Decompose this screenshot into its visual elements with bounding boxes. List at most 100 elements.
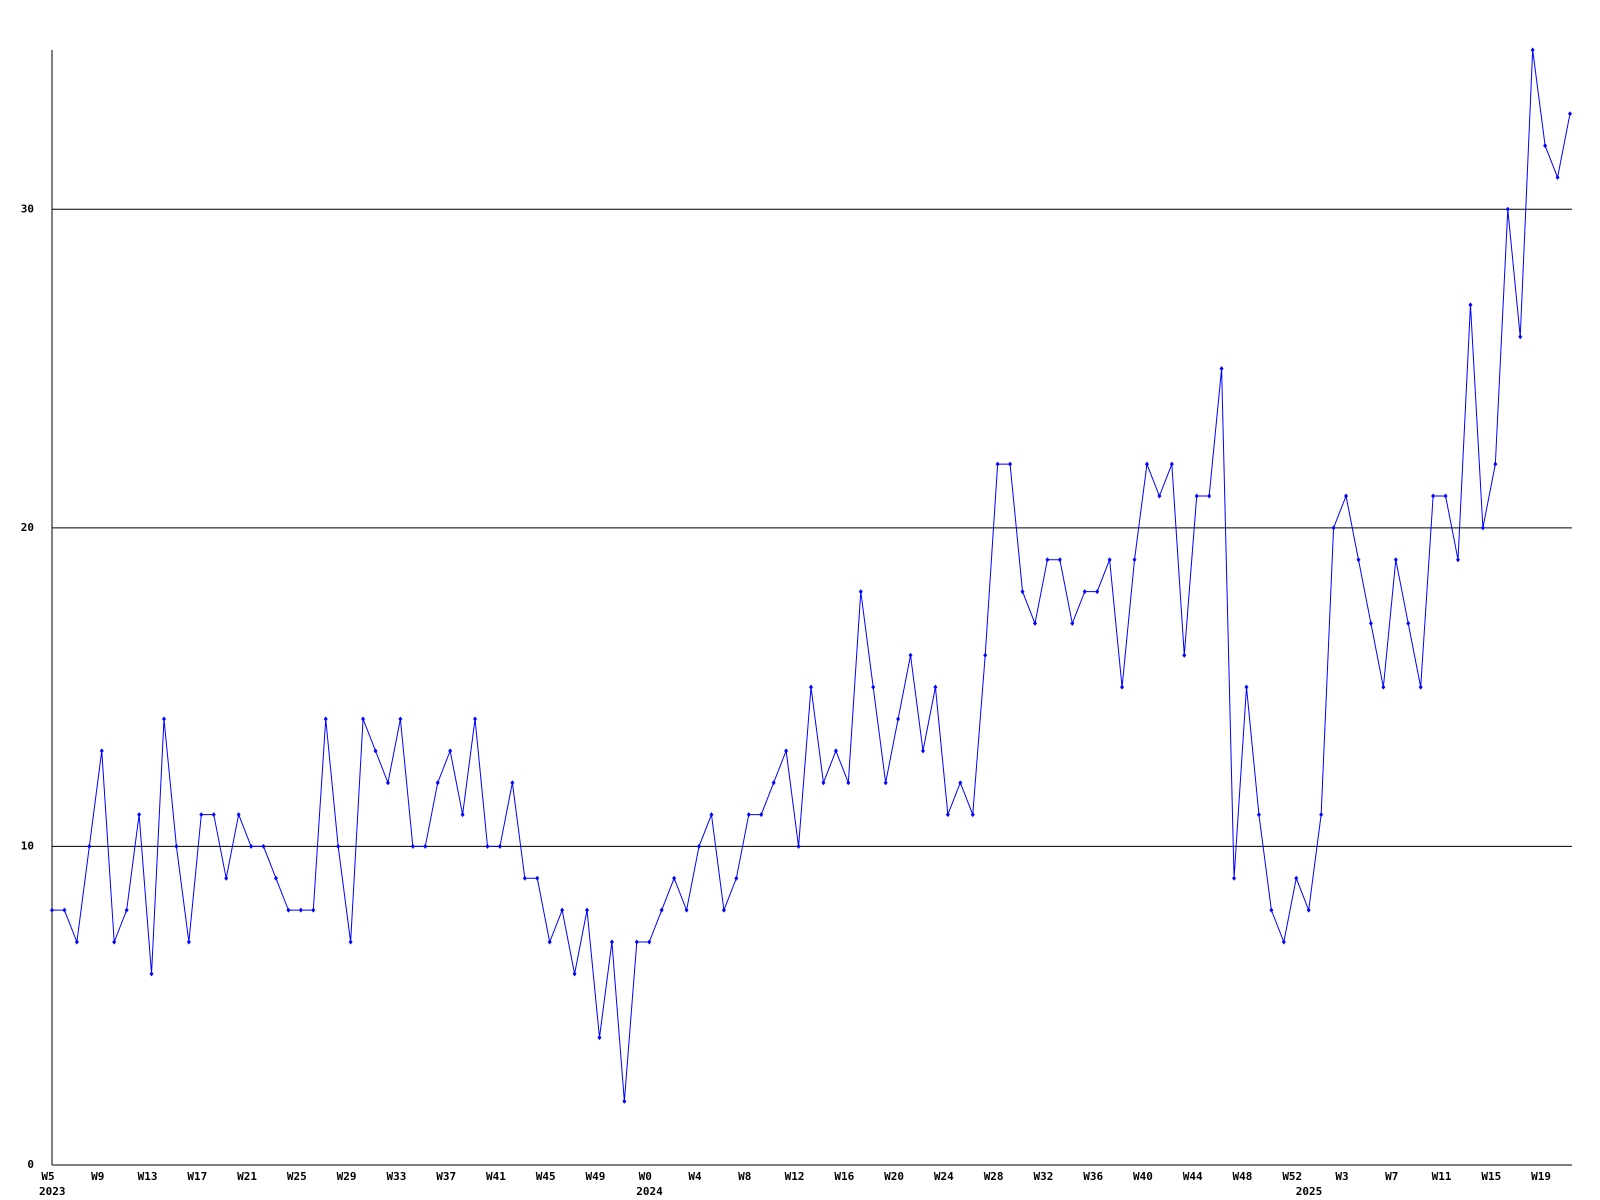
data-point [74, 939, 79, 945]
data-point [1431, 493, 1436, 499]
data-point [709, 812, 714, 818]
x-tick-label: W29 [337, 1170, 357, 1183]
data-point [1008, 461, 1013, 467]
data-point [186, 939, 191, 945]
x-tick-label: W8 [738, 1170, 751, 1183]
data-point [1480, 525, 1485, 531]
y-tick-label: 10 [21, 839, 34, 852]
x-tick-label: W41 [486, 1170, 506, 1183]
data-point [336, 843, 341, 849]
data-point [298, 907, 303, 913]
data-point [473, 716, 478, 722]
data-point [784, 748, 789, 754]
data-point [385, 780, 390, 786]
data-point [199, 812, 204, 818]
data-point [1443, 493, 1448, 499]
data-point [547, 939, 552, 945]
data-point [211, 812, 216, 818]
x-tick-label: W12 [785, 1170, 805, 1183]
data-point [1568, 111, 1572, 117]
x-tick-label: W5 [41, 1170, 54, 1183]
data-point [1306, 907, 1311, 913]
data-point [821, 780, 826, 786]
data-point [1157, 493, 1162, 499]
data-point [1020, 589, 1025, 595]
data-point [647, 939, 652, 945]
data-point [323, 716, 328, 722]
data-point [945, 812, 950, 818]
data-point [460, 812, 465, 818]
data-point [1493, 461, 1498, 467]
data-point [410, 843, 415, 849]
data-point [485, 843, 490, 849]
data-point [1144, 461, 1149, 467]
data-point [672, 875, 677, 881]
x-tick-label: W19 [1531, 1170, 1551, 1183]
year-label: 2024 [636, 1185, 663, 1198]
y-tick-label: 0 [27, 1158, 34, 1171]
x-tick-label: W45 [536, 1170, 556, 1183]
data-point [896, 716, 901, 722]
data-point [622, 1098, 627, 1104]
data-point [423, 843, 428, 849]
data-point [273, 875, 278, 881]
data-point [734, 875, 739, 881]
data-point [510, 780, 515, 786]
data-point [1468, 302, 1473, 308]
x-tick-label: W32 [1033, 1170, 1053, 1183]
data-point [1418, 684, 1423, 690]
data-point [1132, 557, 1137, 563]
data-point [1530, 47, 1535, 53]
data-point [1344, 493, 1349, 499]
data-point [560, 907, 565, 913]
data-point [1381, 684, 1386, 690]
data-point [1356, 557, 1361, 563]
data-point [1269, 907, 1274, 913]
x-tick-label: W7 [1385, 1170, 1398, 1183]
data-point [1182, 652, 1187, 658]
x-tick-label: W20 [884, 1170, 904, 1183]
data-point [1406, 620, 1411, 626]
data-point [1555, 174, 1560, 180]
y-tick-label: 30 [21, 202, 34, 215]
data-point [933, 684, 938, 690]
data-point [361, 716, 366, 722]
data-point [99, 748, 104, 754]
data-point [1319, 812, 1324, 818]
data-point [809, 684, 813, 690]
data-point [448, 748, 453, 754]
data-point [1518, 334, 1523, 340]
data-point [1393, 557, 1398, 563]
x-tick-label: W36 [1083, 1170, 1103, 1183]
data-point [286, 907, 291, 913]
x-tick-label: W49 [586, 1170, 606, 1183]
data-line [52, 49, 1571, 1102]
data-point [1219, 366, 1224, 372]
data-point [1543, 143, 1548, 149]
data-point [1057, 557, 1062, 563]
data-point [497, 843, 502, 849]
data-point [958, 780, 963, 786]
data-point [224, 875, 229, 881]
data-point [684, 907, 689, 913]
data-point [311, 907, 316, 913]
data-point [249, 843, 254, 849]
x-tick-label: W44 [1183, 1170, 1203, 1183]
data-point [796, 843, 801, 849]
data-point [174, 843, 179, 849]
data-point [62, 907, 67, 913]
y-tick-label: 20 [21, 521, 34, 534]
x-tick-label: W25 [287, 1170, 307, 1183]
x-tick-label: W24 [934, 1170, 954, 1183]
year-label: 2025 [1296, 1185, 1323, 1198]
data-point [236, 812, 241, 818]
x-tick-label: W4 [688, 1170, 702, 1183]
data-point [995, 461, 1000, 467]
data-point [398, 716, 403, 722]
data-point [1244, 684, 1249, 690]
x-tick-label: W17 [187, 1170, 207, 1183]
data-point [522, 875, 527, 881]
x-tick-label: W13 [138, 1170, 158, 1183]
data-point [1256, 812, 1261, 818]
data-point [846, 780, 851, 786]
